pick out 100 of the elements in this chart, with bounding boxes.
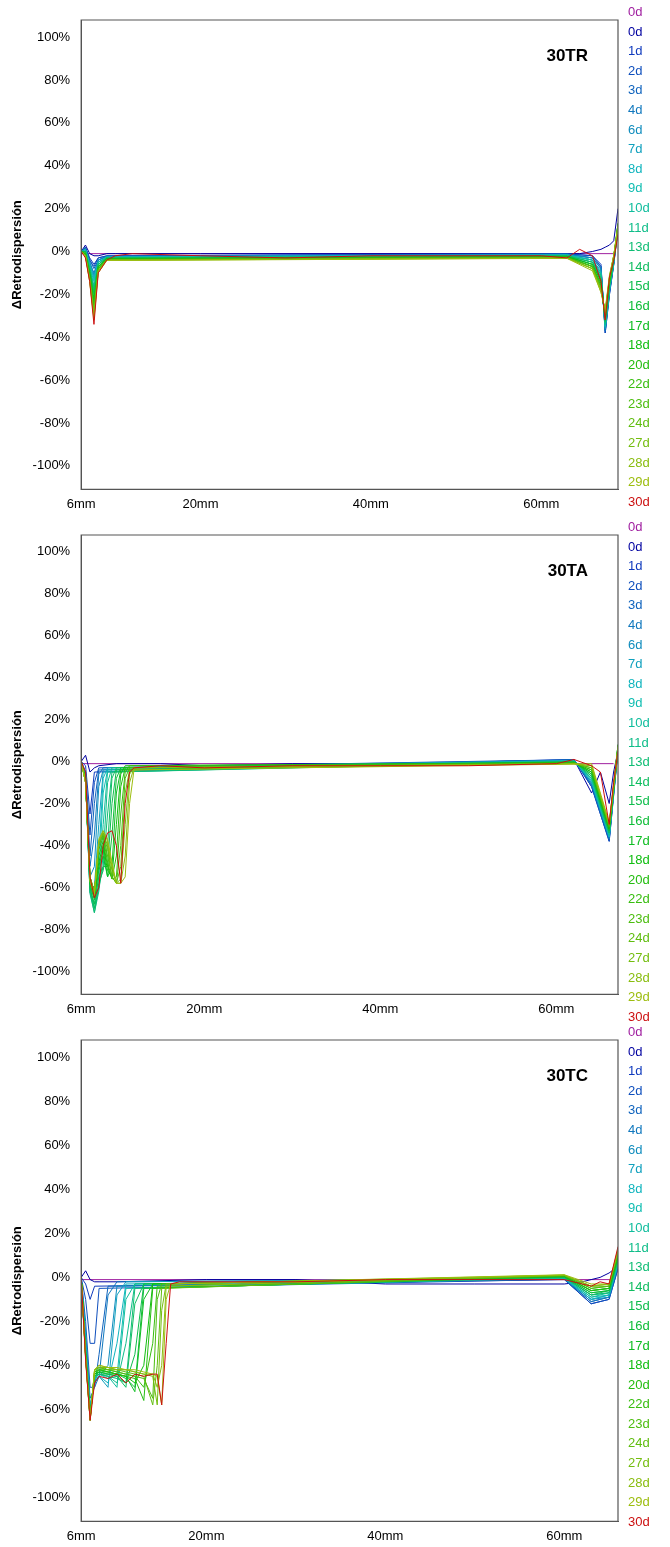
y-tick-label: 100% <box>36 543 71 559</box>
y-tick-label: 20% <box>44 711 71 727</box>
y-tick-label: -80% <box>39 414 71 430</box>
y-tick-label: -20% <box>39 795 71 811</box>
y-tick-label: -100% <box>32 1488 71 1504</box>
series-label: 15d <box>628 1297 650 1316</box>
text: 24d <box>628 1434 650 1453</box>
text: 28d <box>628 968 650 987</box>
series-label: 14d <box>628 257 650 276</box>
text: 10d <box>628 1218 650 1237</box>
text: 30d <box>628 492 650 511</box>
x-tick-label: 20mm <box>188 1527 225 1543</box>
x-tick-label: 6mm <box>66 1527 96 1543</box>
series-label: 10d <box>628 713 650 732</box>
text: 17d <box>628 1336 650 1355</box>
text: 18d <box>628 851 650 870</box>
y-tick-label: 20% <box>44 200 71 216</box>
text: 7d <box>628 140 644 159</box>
x-tick-label: 20mm <box>182 495 219 511</box>
y-tick-label: -80% <box>39 920 71 936</box>
y-tick-label: -20% <box>39 285 71 301</box>
y-tick-label: 0% <box>51 1268 71 1284</box>
text: 29d <box>628 1493 650 1512</box>
text: 7d <box>628 655 644 674</box>
text: 8d <box>628 1179 644 1198</box>
text: 27d <box>628 434 650 453</box>
series-label: 15d <box>628 277 650 296</box>
text: 20d <box>628 870 650 889</box>
text: 0d <box>628 22 644 41</box>
text: 4d <box>628 1120 644 1139</box>
text: 24d <box>628 414 650 433</box>
y-tick-label: -60% <box>39 371 71 387</box>
text: 2d <box>628 61 644 80</box>
series-label: 15d <box>628 792 650 811</box>
text: 6d <box>628 1140 644 1159</box>
y-tick-label: 60% <box>44 1137 71 1153</box>
text: 8d <box>628 674 644 693</box>
text: 22d <box>628 1395 650 1414</box>
series-label: 10d <box>628 198 650 217</box>
text: 7d <box>628 1160 644 1179</box>
text: 23d <box>628 394 650 413</box>
text: 3d <box>628 1101 644 1120</box>
y-tick-label: 60% <box>44 627 71 643</box>
text: 30TR <box>546 46 588 66</box>
y-tick-label: -100% <box>32 962 71 978</box>
text: 18d <box>628 336 650 355</box>
x-tick-label: 60mm <box>538 1000 575 1016</box>
text: 9d <box>628 1199 644 1218</box>
text: 3d <box>628 81 644 100</box>
y-tick-label: 0% <box>51 753 71 769</box>
y-tick-label: -80% <box>39 1444 71 1460</box>
y-tick-label: -20% <box>39 1312 71 1328</box>
series-label: 14d <box>628 1277 650 1296</box>
text: 2d <box>628 576 644 595</box>
x-tick-label: 6mm <box>66 1000 96 1016</box>
y-tick-label: -60% <box>39 878 71 894</box>
text: 3d <box>628 596 644 615</box>
text: 30TC <box>546 1066 588 1086</box>
text: 27d <box>628 1454 650 1473</box>
text: 4d <box>628 100 644 119</box>
text: 18d <box>628 1356 650 1375</box>
series-label: 13d <box>628 238 650 257</box>
series-label: 13d <box>628 1258 650 1277</box>
series-label: 11d <box>628 1238 650 1257</box>
text: 30d <box>628 1512 650 1531</box>
text: 6d <box>628 635 644 654</box>
text: 0d <box>628 537 644 556</box>
x-tick-label: 40mm <box>352 495 389 511</box>
text: 0d <box>628 518 644 536</box>
text: 20d <box>628 355 650 374</box>
y-axis-title: ΔRetrodispersión <box>9 710 25 820</box>
series-label: 14d <box>628 772 650 791</box>
text: 23d <box>628 909 650 928</box>
y-tick-label: 100% <box>36 28 71 44</box>
series-label: 17d <box>628 316 650 335</box>
text: 1d <box>628 1062 644 1081</box>
text: 22d <box>628 890 650 909</box>
text: 8d <box>628 159 644 178</box>
x-tick-label: 40mm <box>362 1000 399 1016</box>
x-tick-label: 60mm <box>546 1527 583 1543</box>
series-label: 17d <box>628 831 650 850</box>
y-tick-label: 80% <box>44 71 71 87</box>
text: 24d <box>628 929 650 948</box>
text: 1d <box>628 557 644 576</box>
series-label: 11d <box>628 733 650 752</box>
text: 20d <box>628 1375 650 1394</box>
y-tick-label: -40% <box>39 837 71 853</box>
text: 22d <box>628 375 650 394</box>
text: 28d <box>628 1473 650 1492</box>
y-tick-label: 80% <box>44 1093 71 1109</box>
x-tick-label: 60mm <box>523 495 560 511</box>
text: 1d <box>628 42 644 61</box>
text: 9d <box>628 694 644 713</box>
text: 29d <box>628 473 650 492</box>
text: 30TA <box>547 561 588 581</box>
text: 2d <box>628 1081 644 1100</box>
y-tick-label: 40% <box>44 157 71 173</box>
y-axis-title: ΔRetrodispersión <box>9 200 25 310</box>
y-tick-label: -40% <box>39 1356 71 1372</box>
y-tick-label: -60% <box>39 1400 71 1416</box>
